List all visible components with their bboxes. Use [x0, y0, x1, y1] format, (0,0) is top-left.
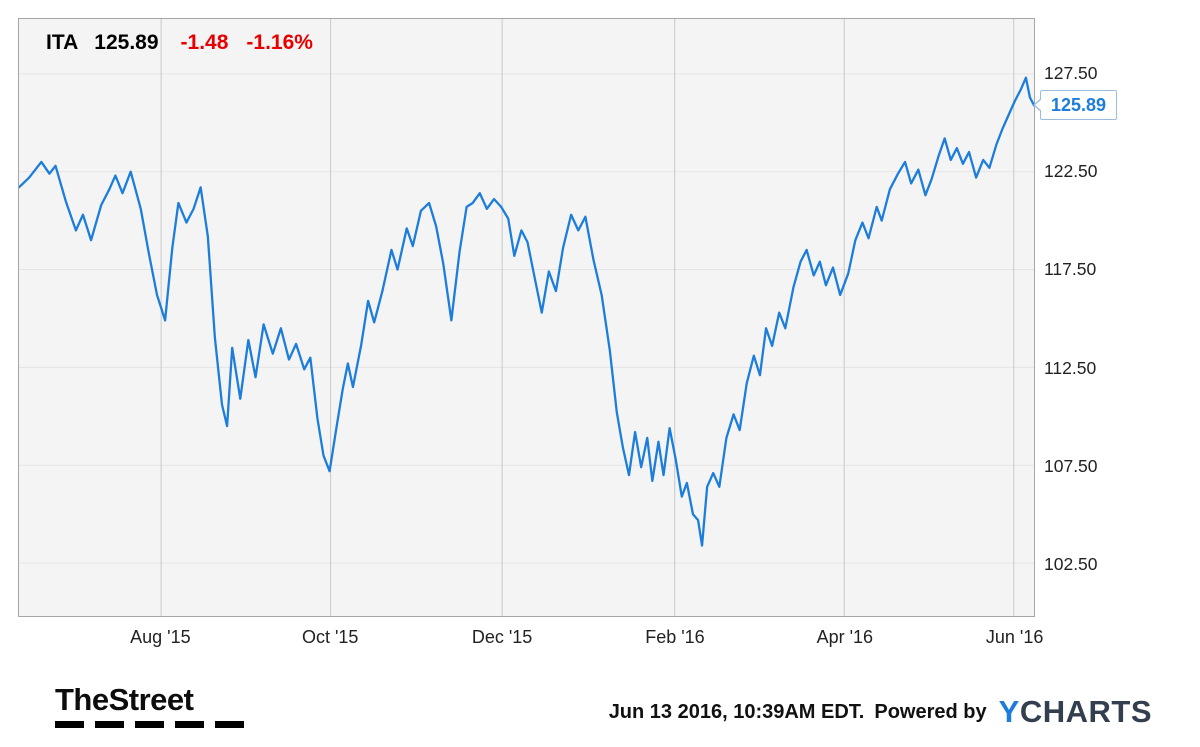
price-change: -1.48: [180, 31, 229, 54]
callout-price: 125.89: [1051, 94, 1107, 115]
powered-by-label: Powered by: [874, 700, 987, 723]
y-axis-label: 102.50: [1044, 553, 1098, 574]
thestreet-logo-text: TheStreet: [55, 682, 194, 717]
x-axis-label: Oct '15: [301, 627, 359, 647]
thestreet-logo: TheStreet: [55, 682, 251, 728]
price-line: [19, 76, 1034, 547]
y-axis-label: 127.50: [1044, 62, 1098, 83]
price-change-percent: -1.16%: [246, 31, 313, 54]
ticker-symbol: ITA: [46, 31, 79, 54]
plot-area: ITA 125.89 -1.48 -1.16%: [18, 18, 1035, 617]
x-axis-label: Dec '15: [471, 627, 533, 647]
y-axis-label: 112.50: [1044, 357, 1097, 378]
last-price-callout: 125.89: [1040, 89, 1118, 121]
last-price: 125.89: [94, 31, 159, 54]
y-axis-label: 107.50: [1044, 455, 1098, 476]
x-axis-label: Jun '16: [985, 627, 1044, 647]
ycharts-logo-y: Y: [998, 694, 1020, 729]
ycharts-logo-charts: CHARTS: [1019, 694, 1152, 729]
chart-legend: ITA 125.89 -1.48 -1.16%: [46, 31, 313, 55]
y-axis-label: 117.50: [1044, 259, 1097, 280]
x-axis-label: Apr '16: [816, 627, 874, 647]
ycharts-logo: YCHARTS: [999, 694, 1152, 730]
stock-chart: ITA 125.89 -1.48 -1.16% 127.50 122.50 117.50 1…: [0, 0, 1200, 660]
x-axis-label: Aug '15: [130, 627, 191, 647]
price-line-svg: [19, 19, 1034, 616]
x-axis-label: Feb '16: [645, 627, 705, 647]
thestreet-logo-underline: [55, 720, 251, 728]
footer-attribution: Jun 13 2016, 10:39AM EDT. Powered by YCH…: [609, 694, 1152, 730]
chart-timestamp: Jun 13 2016, 10:39AM EDT.: [608, 700, 865, 723]
y-axis-label: 122.50: [1044, 161, 1098, 182]
